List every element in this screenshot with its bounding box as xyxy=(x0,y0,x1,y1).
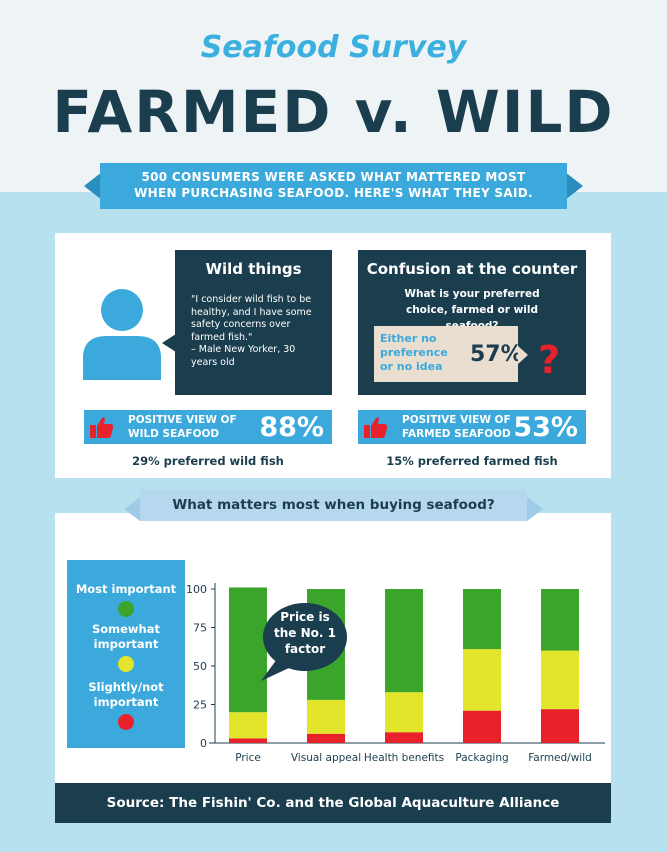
x-tick-label: Packaging xyxy=(455,752,508,764)
wild-things-heading: Wild things xyxy=(205,260,302,278)
bar-segment xyxy=(307,699,345,734)
y-tick-label: 100 xyxy=(186,583,207,596)
bar-segment xyxy=(463,710,501,743)
y-tick-label: 50 xyxy=(193,660,207,673)
header-background xyxy=(0,0,667,192)
positive-wild-bar: POSITIVE VIEW OF WILD SEAFOOD 88% xyxy=(84,410,332,444)
y-tick-label: 75 xyxy=(193,622,207,635)
legend-somewhat: Somewhat important xyxy=(67,622,185,672)
chart-legend: Most important Somewhat important Slight… xyxy=(67,560,185,748)
positive-wild-percent: 88% xyxy=(259,412,324,443)
positive-wild-label: POSITIVE VIEW OF WILD SEAFOOD xyxy=(128,413,237,441)
legend-slightly-label: Slightly/not important xyxy=(88,680,164,709)
x-tick-label: Visual appeal xyxy=(291,752,361,764)
person-icon xyxy=(83,289,161,380)
yellow-dot-icon xyxy=(118,656,134,672)
bar-segment xyxy=(385,589,423,693)
bar-segment xyxy=(385,692,423,733)
positive-farmed-label-line1: POSITIVE VIEW OF xyxy=(402,414,511,426)
legend-most: Most important xyxy=(67,582,185,617)
no-preference-percent: 57% xyxy=(470,342,523,367)
bar-segment xyxy=(229,738,267,743)
speech-tail xyxy=(162,334,176,352)
red-dot-icon xyxy=(118,714,134,730)
no-preference-label: Either no preference or no idea xyxy=(380,332,448,373)
intro-ribbon: 500 CONSUMERS WERE ASKED WHAT MATTERED M… xyxy=(100,163,567,209)
survey-subtitle: Seafood Survey xyxy=(200,30,467,65)
bar-segment xyxy=(463,649,501,711)
ribbon2-tail-left xyxy=(124,497,140,521)
bar-segment xyxy=(541,709,579,743)
quote-text: "I consider wild fish to be healthy, and… xyxy=(191,294,312,343)
bar-segment xyxy=(463,589,501,650)
callout-text: factor xyxy=(285,642,325,656)
callout-text: the No. 1 xyxy=(274,626,336,640)
ribbon-tail-right xyxy=(565,172,583,200)
preferred-farmed-text: 15% preferred farmed fish xyxy=(386,454,558,468)
no-preference-pointer xyxy=(518,346,528,364)
legend-slightly: Slightly/not important xyxy=(67,680,185,730)
y-tick-label: 25 xyxy=(193,699,207,712)
bar-segment xyxy=(229,712,267,739)
intro-line-1: 500 CONSUMERS WERE ASKED WHAT MATTERED M… xyxy=(141,170,526,184)
positive-wild-label-line1: POSITIVE VIEW OF xyxy=(128,414,237,426)
callout-text: Price is xyxy=(280,610,330,624)
positive-wild-label-line2: WILD SEAFOOD xyxy=(128,428,220,440)
bar-segment xyxy=(541,589,579,651)
x-tick-label: Health benefits xyxy=(364,752,444,764)
positive-farmed-bar: POSITIVE VIEW OF FARMED SEAFOOD 53% xyxy=(358,410,586,444)
confusion-question: What is your preferred choice, farmed or… xyxy=(404,288,540,332)
no-preference-box: Either no preference or no idea 57% xyxy=(374,326,523,382)
wild-things-box: Wild things "I consider wild fish to be … xyxy=(175,250,332,395)
callout-bubble xyxy=(263,603,347,671)
x-tick-label: Farmed/wild xyxy=(528,752,592,764)
positive-farmed-label: POSITIVE VIEW OF FARMED SEAFOOD xyxy=(402,413,511,441)
bar-segment xyxy=(385,732,423,743)
quote-attribution: – Male New Yorker, 30 years old xyxy=(191,344,296,368)
ribbon2-tail-right xyxy=(527,497,543,521)
question-mark-icon: ? xyxy=(538,338,561,382)
green-dot-icon xyxy=(118,601,134,617)
page-title: FARMED v. WILD xyxy=(52,78,615,146)
y-tick-label: 0 xyxy=(200,737,207,750)
preferred-wild-text: 29% preferred wild fish xyxy=(132,454,284,468)
legend-most-label: Most important xyxy=(75,582,177,596)
thumbs-up-icon xyxy=(364,417,388,438)
x-tick-label: Price xyxy=(235,752,261,764)
ribbon-tail-left xyxy=(84,172,102,200)
intro-line-2: WHEN PURCHASING SEAFOOD. HERE'S WHAT THE… xyxy=(134,186,533,200)
thumbs-up-icon xyxy=(90,417,114,438)
legend-somewhat-label: Somewhat important xyxy=(91,622,161,651)
confusion-heading: Confusion at the counter xyxy=(366,260,578,278)
chart-heading: What matters most when buying seafood? xyxy=(140,489,527,521)
positive-farmed-label-line2: FARMED SEAFOOD xyxy=(402,428,511,440)
callout-pointer xyxy=(261,659,291,681)
bar-segment xyxy=(229,587,267,713)
stacked-bar-chart: 0 25 50 75 100 Price Visual appeal Health benef… xyxy=(186,583,605,764)
bar-segment xyxy=(307,733,345,743)
positive-farmed-percent: 53% xyxy=(513,412,578,443)
source-footer: Source: The Fishin' Co. and the Global A… xyxy=(55,783,611,823)
wild-things-quote: "I consider wild fish to be healthy, and… xyxy=(175,278,332,369)
bar-segment xyxy=(541,650,579,710)
